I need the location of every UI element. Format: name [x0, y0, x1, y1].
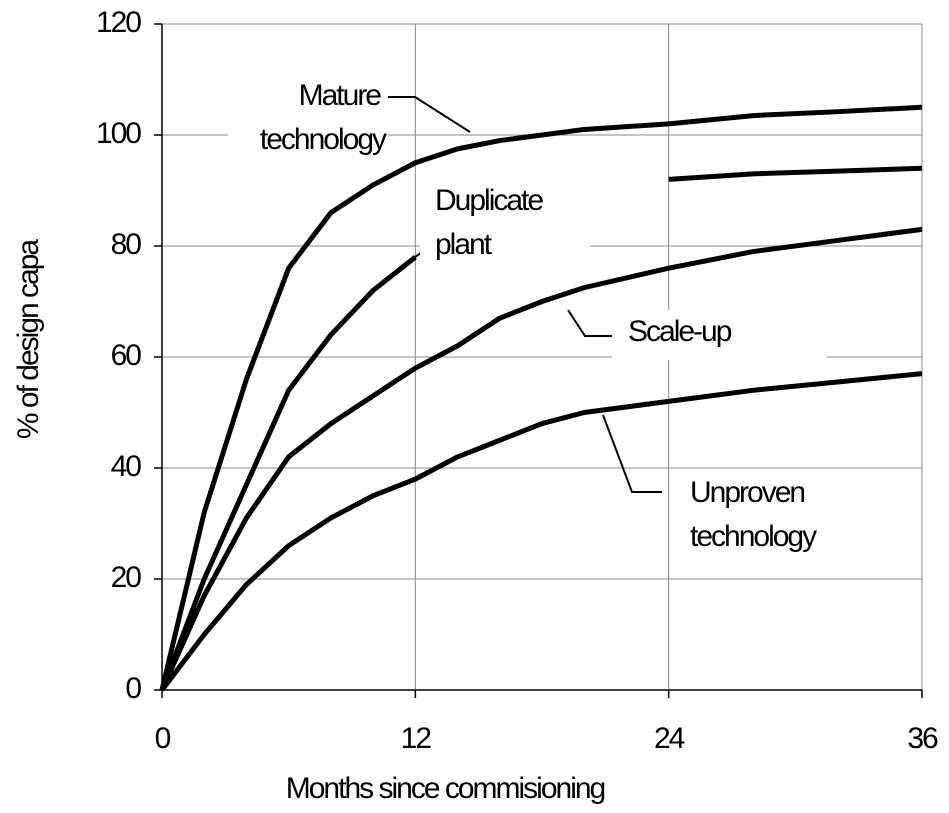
annotation: Mature [299, 79, 382, 112]
annotation: plant [435, 228, 493, 261]
annotations: Mature technology Duplicate plant Scale-up Un… [228, 75, 866, 558]
y-axis-label: % of design capa [12, 239, 45, 439]
x-tick-label: 12 [401, 722, 432, 755]
annotation: Scale-up [628, 315, 732, 348]
leader-line [567, 309, 620, 337]
x-tick-label: 36 [907, 722, 938, 755]
series-line [159, 104, 923, 691]
label-background [420, 180, 590, 265]
leader-line [380, 96, 471, 133]
annotation: technology [690, 520, 817, 553]
series-line [159, 165, 923, 691]
y-tick-label: 60 [111, 339, 142, 372]
leader-line [602, 414, 662, 493]
annotation: Unproven [690, 476, 804, 509]
label-background [676, 470, 866, 558]
series-line [160, 371, 923, 692]
annotation: technology [260, 123, 387, 156]
y-tick-label: 100 [96, 117, 141, 150]
x-axis-label: Months since commisioning [286, 772, 605, 805]
annotation: Duplicate [435, 184, 543, 217]
series-line [159, 226, 923, 692]
label-background [612, 310, 827, 360]
x-tick-label: 24 [654, 722, 685, 755]
label-background [228, 75, 388, 160]
y-tick-label: 20 [111, 561, 142, 594]
grid: 0 20 40 60 80 100 120 0 12 24 36 [96, 6, 940, 755]
y-tick-label: 0 [125, 672, 141, 705]
y-tick-label: 120 [96, 6, 141, 39]
lines [159, 104, 923, 692]
y-tick-label: 40 [111, 450, 142, 483]
y-tick-label: 80 [111, 228, 142, 261]
x-tick-label: 0 [155, 722, 171, 755]
